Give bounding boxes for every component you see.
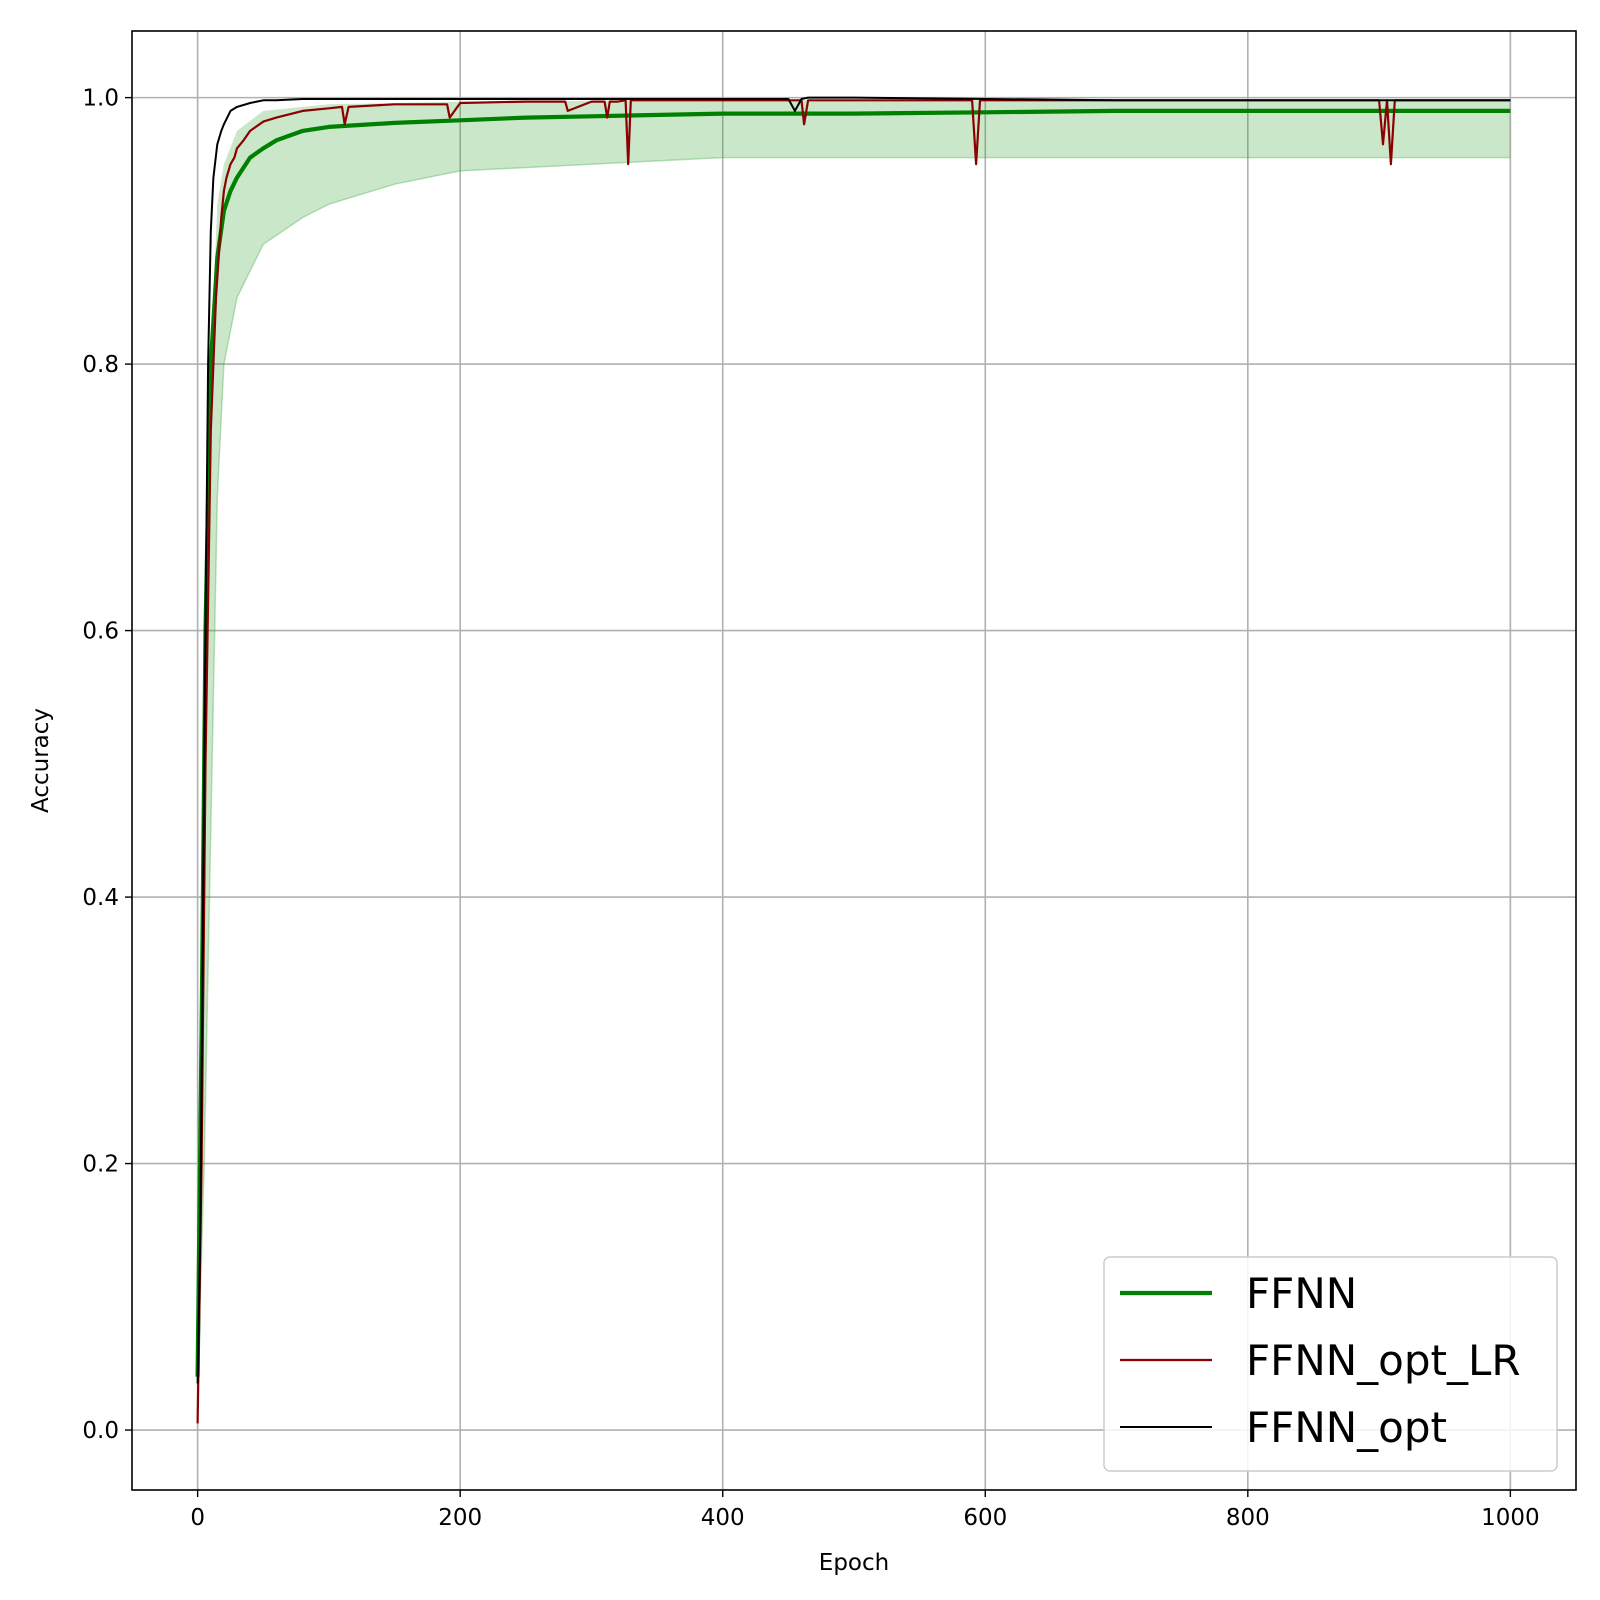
x-tick-label: 600 — [963, 1505, 1007, 1531]
series-line-ffnn — [195, 108, 1511, 1377]
y-tick-label: 0.2 — [82, 1152, 119, 1178]
y-tick-label: 0.8 — [82, 352, 119, 378]
ticks: 0 200 400 600 800 1000 0.0 0.2 0.4 0.6 0.8 1.0 — [82, 86, 1539, 1531]
x-tick-label: 0 — [190, 1505, 205, 1531]
x-tick-label: 800 — [1226, 1505, 1270, 1531]
band-layer — [196, 100, 1511, 1391]
legend: FFNN FFNN_opt_LR FFNN_opt — [1103, 1256, 1558, 1472]
plot-frame — [131, 30, 1577, 1491]
y-tick-label: 0.4 — [82, 885, 119, 911]
x-tick-label: 400 — [701, 1505, 745, 1531]
legend-label: FFNN_opt_LR — [1246, 1336, 1521, 1385]
x-axis-label: Epoch — [819, 1550, 889, 1576]
x-tick-label: 200 — [438, 1505, 482, 1531]
x-tick-label: 1000 — [1481, 1505, 1540, 1531]
y-tick-label: 0.0 — [82, 1418, 119, 1444]
series-line-ffnn-opt — [196, 96, 1511, 1384]
y-tick-label: 0.6 — [82, 619, 119, 645]
legend-label: FFNN_opt — [1246, 1403, 1447, 1452]
legend-box — [1103, 1256, 1558, 1472]
y-axis-label: Accuracy — [28, 708, 54, 813]
legend-label: FFNN — [1246, 1269, 1357, 1318]
band-lower-edge — [196, 156, 1511, 1391]
series-layer — [195, 96, 1511, 1424]
series-line-ffnn-opt-lr — [196, 99, 1511, 1424]
y-tick-label: 1.0 — [82, 86, 119, 112]
grid — [132, 31, 1576, 1490]
